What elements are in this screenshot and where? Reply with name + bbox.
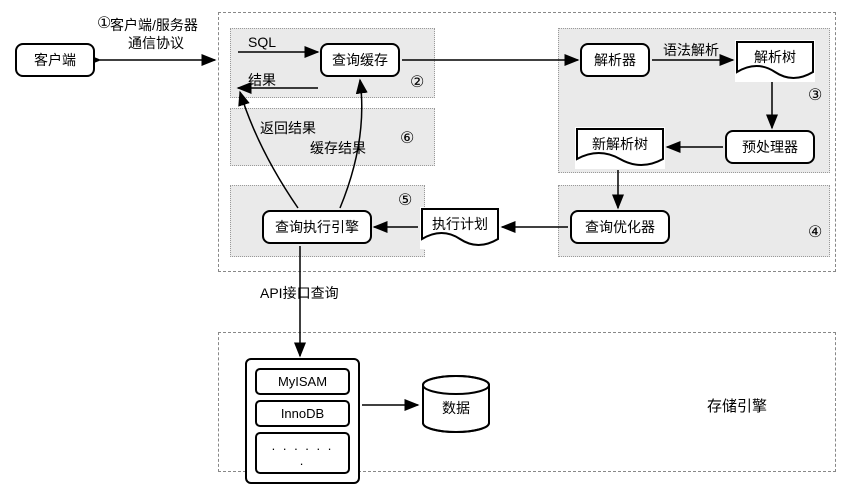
parser-label: 解析器 (594, 50, 636, 70)
circle-3: ③ (808, 85, 822, 105)
circle-4: ④ (808, 222, 822, 242)
protocol-label-1: 客户端/服务器 (110, 15, 198, 35)
circle-1: ① (97, 13, 111, 33)
protocol-label-2: 通信协议 (128, 33, 184, 53)
parse-tree-node: 解析树 (735, 40, 815, 82)
query-cache-label: 查询缓存 (332, 50, 388, 70)
engine-stack: MyISAM InnoDB . . . . . . . (245, 358, 360, 484)
api-label: API接口查询 (260, 283, 339, 303)
new-parse-tree-label: 新解析树 (592, 136, 648, 152)
exec-engine-node: 查询执行引擎 (262, 210, 372, 244)
circle-6: ⑥ (400, 128, 414, 148)
data-label: 数据 (442, 400, 470, 416)
optimizer-node: 查询优化器 (570, 210, 670, 244)
optimizer-label: 查询优化器 (585, 217, 655, 237)
engine-more: . . . . . . . (255, 432, 350, 474)
syntax-label: 语法解析 (663, 40, 719, 60)
parse-tree-label: 解析树 (754, 49, 796, 65)
circle-2: ② (410, 72, 424, 92)
engine-innodb: InnoDB (255, 400, 350, 427)
client-label: 客户端 (34, 50, 76, 70)
query-cache-node: 查询缓存 (320, 43, 400, 77)
preprocessor-label: 预处理器 (742, 137, 798, 157)
preprocessor-node: 预处理器 (725, 130, 815, 164)
return-result-label: 返回结果 (260, 118, 316, 138)
client-node: 客户端 (15, 43, 95, 77)
exec-engine-label: 查询执行引擎 (275, 217, 359, 237)
exec-plan-label: 执行计划 (432, 216, 488, 232)
circle-5: ⑤ (398, 190, 412, 210)
cache-result-label: 缓存结果 (310, 138, 366, 158)
parser-node: 解析器 (580, 43, 650, 77)
sql-label: SQL (248, 34, 276, 50)
exec-plan-node: 执行计划 (420, 207, 500, 249)
result-label: 结果 (248, 70, 276, 90)
storage-engine-label: 存储引擎 (707, 395, 767, 416)
engine-myisam: MyISAM (255, 368, 350, 395)
data-cylinder: 数据 (420, 375, 492, 435)
new-parse-tree-node: 新解析树 (575, 127, 665, 169)
